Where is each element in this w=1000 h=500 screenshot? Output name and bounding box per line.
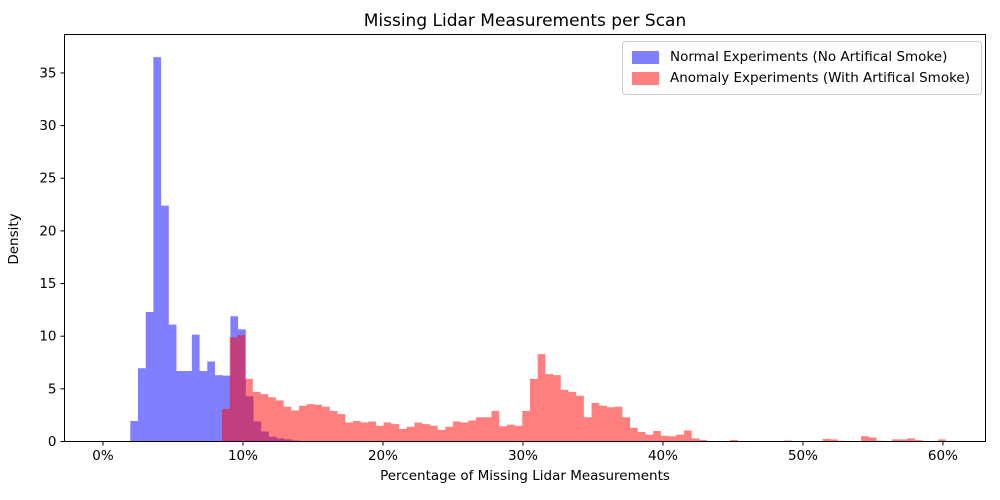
y-tick-label: 30 xyxy=(39,118,56,134)
x-tick-label: 60% xyxy=(928,448,958,464)
legend-swatch-normal xyxy=(632,50,659,64)
legend-item-anomaly: Anomaly Experiments (With Artifical Smok… xyxy=(632,70,970,86)
legend-swatch-anomaly xyxy=(632,71,659,85)
histogram-series-normal xyxy=(130,57,323,442)
y-tick-label: 0 xyxy=(48,434,57,450)
axes-spines xyxy=(64,34,986,442)
x-tick-label: 0% xyxy=(92,448,114,464)
histogram-series-anomaly xyxy=(221,335,946,442)
x-tick-label: 20% xyxy=(368,448,398,464)
y-tick-label: 20 xyxy=(39,223,56,239)
y-tick-label: 35 xyxy=(39,65,56,81)
y-tick-label: 15 xyxy=(39,276,56,292)
legend: Normal Experiments (No Artifical Smoke) … xyxy=(622,41,982,95)
x-axis-label: Percentage of Missing Lidar Measurements xyxy=(380,468,670,484)
y-tick-label: 10 xyxy=(39,329,56,345)
legend-item-normal: Normal Experiments (No Artifical Smoke) xyxy=(632,49,970,65)
x-tick-label: 40% xyxy=(648,448,678,464)
y-tick-label: 5 xyxy=(48,381,57,397)
x-tick-label: 50% xyxy=(788,448,818,464)
chart-title: Missing Lidar Measurements per Scan xyxy=(363,11,687,31)
x-tick-label: 30% xyxy=(508,448,538,464)
legend-label-normal: Normal Experiments (No Artifical Smoke) xyxy=(670,49,948,65)
legend-label-anomaly: Anomaly Experiments (With Artifical Smok… xyxy=(670,70,970,86)
x-tick-label: 10% xyxy=(228,448,258,464)
y-tick-label: 25 xyxy=(39,171,56,187)
